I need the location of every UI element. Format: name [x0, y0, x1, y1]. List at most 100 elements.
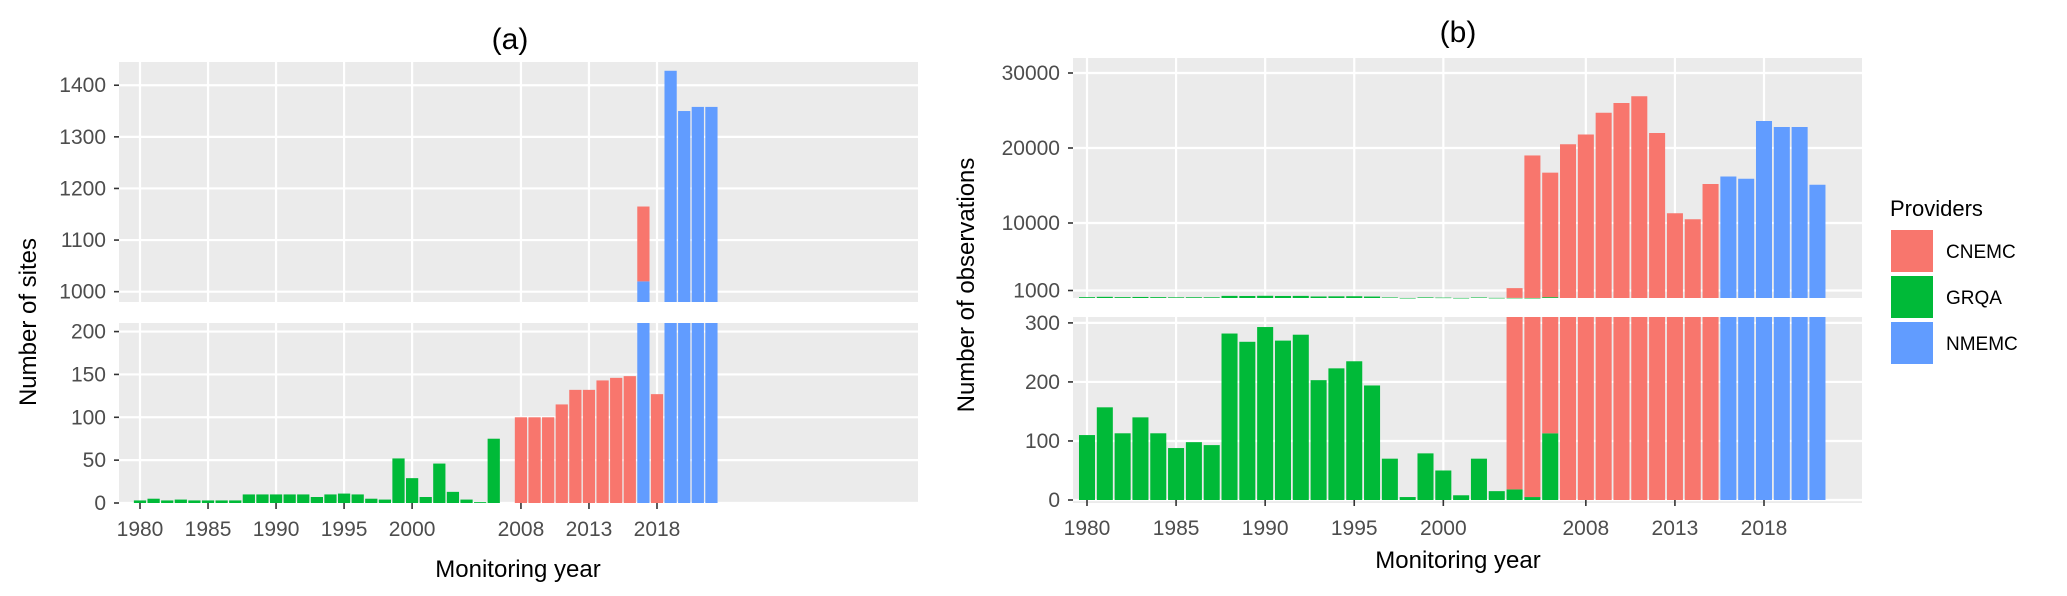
bar-grqa-1999 — [1417, 453, 1434, 500]
bar-grqa-2000 — [1435, 470, 1452, 500]
x-tick-label: 2013 — [1652, 517, 1699, 540]
bar-grqa-2002 — [1470, 458, 1487, 500]
y-tick-label: 0 — [94, 492, 106, 515]
bar-cnemc-2010 — [1613, 317, 1630, 500]
y-tick-label: 1000 — [59, 281, 106, 304]
legend-swatch-nmemc — [1891, 322, 1933, 364]
y-tick-label: 1000 — [1013, 280, 1060, 303]
bar-nmemc-2021 — [691, 106, 704, 302]
bar-cnemc-2011 — [1631, 317, 1648, 500]
bar-nmemc-2020 — [1791, 317, 1808, 500]
bar-cnemc-2009 — [1595, 317, 1612, 500]
bar-cnemc-2013 — [582, 389, 596, 503]
bar-nmemc-2017 — [637, 323, 650, 503]
bar-grqa-1985 — [201, 500, 215, 503]
x-tick-label: 1980 — [117, 518, 164, 541]
x-tick-label: 2000 — [389, 518, 436, 541]
bar-cnemc-2010 — [1613, 103, 1630, 298]
bar-grqa-1996 — [351, 494, 364, 503]
bar-grqa-1984 — [1150, 433, 1167, 500]
bar-grqa-2006 — [1542, 433, 1559, 500]
y-tick-label: 30000 — [1002, 62, 1060, 85]
chart-b-title: (b) — [1440, 16, 1477, 49]
bar-nmemc-2022 — [705, 323, 718, 503]
bar-grqa-1982 — [1114, 433, 1131, 500]
bar-nmemc-2017 — [637, 281, 650, 302]
bar-nmemc-2019 — [1773, 317, 1790, 500]
bar-grqa-1983 — [1132, 296, 1149, 298]
bar-cnemc-2011 — [555, 404, 568, 503]
bar-cnemc-2012 — [1649, 317, 1666, 500]
bar-grqa-1980 — [1078, 435, 1096, 500]
x-tick-label: 2018 — [1741, 517, 1788, 540]
bar-grqa-1998 — [1399, 497, 1416, 500]
bar-cnemc-2015 — [1702, 317, 1719, 500]
x-tick-label: 1985 — [185, 518, 232, 541]
bar-grqa-1990 — [1257, 327, 1274, 500]
bar-cnemc-2004 — [1506, 317, 1523, 490]
bar-grqa-1993 — [310, 497, 323, 503]
chart-b: (b) 1000 10000 20000 30000 0 100 200 300 1980 198… — [953, 16, 1862, 574]
y-tick-label: 200 — [1025, 371, 1060, 394]
bar-grqa-1997 — [1381, 458, 1398, 500]
bar-cnemc-2008 — [514, 417, 528, 503]
bar-grqa-1985 — [1168, 297, 1185, 298]
y-tick-label: 200 — [71, 321, 106, 344]
bar-cnemc-2010 — [542, 417, 555, 503]
bar-cnemc-2015 — [1702, 184, 1719, 298]
x-tick-label: 1995 — [1331, 517, 1378, 540]
bar-grqa-1995 — [337, 493, 351, 503]
x-tick-label: 1990 — [253, 518, 300, 541]
bar-nmemc-2016 — [1720, 176, 1737, 298]
bar-nmemc-2022 — [705, 106, 718, 302]
bar-nmemc-2016 — [1720, 317, 1737, 500]
bar-grqa-1998 — [378, 499, 392, 503]
bar-grqa-2005 — [474, 502, 487, 503]
bar-grqa-1992 — [1292, 334, 1309, 500]
chart-b-y-axis-label: Number of observations — [953, 158, 980, 413]
bar-grqa-1989 — [1239, 341, 1256, 500]
bar-cnemc-2014 — [1684, 219, 1701, 298]
y-tick-label: 100 — [1025, 430, 1060, 453]
bar-grqa-1989 — [256, 494, 269, 503]
x-tick-label: 2008 — [498, 518, 545, 541]
x-tick-label: 2013 — [566, 518, 613, 541]
bar-grqa-2003 — [1488, 491, 1505, 500]
bar-grqa-1986 — [1185, 297, 1202, 298]
bar-grqa-2004 — [460, 499, 473, 503]
x-tick-label: 2008 — [1562, 517, 1609, 540]
bar-cnemc-2006 — [1542, 172, 1559, 298]
bar-grqa-1995 — [1346, 361, 1363, 500]
bar-cnemc-2009 — [1595, 112, 1612, 298]
bar-grqa-1983 — [1132, 417, 1149, 500]
x-tick-label: 2000 — [1420, 517, 1467, 540]
bar-grqa-1992 — [1292, 295, 1309, 298]
bar-grqa-1981 — [147, 498, 160, 503]
bar-cnemc-2008 — [1577, 134, 1594, 298]
x-tick-label: 1990 — [1242, 517, 1289, 540]
bar-grqa-1980 — [133, 500, 147, 503]
bar-nmemc-2018 — [1755, 317, 1773, 500]
bar-cnemc-2016 — [623, 376, 636, 503]
bar-grqa-2004 — [1506, 297, 1523, 299]
y-tick-label: 1200 — [59, 177, 106, 200]
chart-b-x-axis-label: Monitoring year — [1375, 547, 1540, 574]
bar-nmemc-2017 — [1738, 317, 1755, 500]
bar-nmemc-2020 — [678, 323, 691, 503]
bar-grqa-2001 — [1453, 495, 1470, 500]
y-tick-label: 0 — [1048, 489, 1060, 512]
bar-cnemc-2005 — [1524, 155, 1541, 298]
bar-grqa-1991 — [1274, 295, 1291, 298]
bar-cnemc-2011 — [1631, 96, 1648, 298]
bar-grqa-2003 — [1488, 297, 1505, 299]
bar-grqa-2006 — [1542, 297, 1559, 298]
bar-grqa-2005 — [1524, 297, 1541, 299]
chart-a-x-axis-label: Monitoring year — [435, 556, 600, 583]
legend-swatch-grqa — [1891, 276, 1933, 318]
bar-grqa-1998 — [1399, 297, 1416, 299]
bar-grqa-2000 — [405, 478, 419, 503]
bar-grqa-1993 — [1310, 296, 1327, 298]
bar-nmemc-2021 — [1809, 184, 1826, 298]
bar-grqa-1994 — [1328, 368, 1345, 500]
